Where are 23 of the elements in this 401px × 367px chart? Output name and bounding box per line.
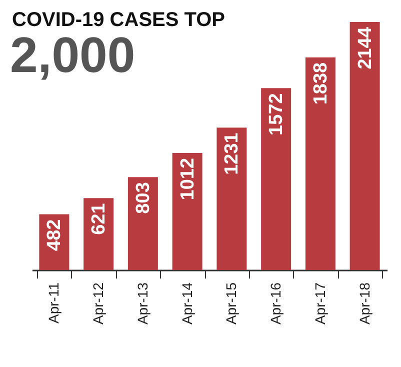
x-tick-label: Apr-15 xyxy=(223,282,240,325)
bar xyxy=(84,198,114,270)
data-label: 1012 xyxy=(177,158,198,200)
data-label: 1231 xyxy=(222,132,243,175)
data-label: 803 xyxy=(132,182,154,214)
x-tick-label: Apr-11 xyxy=(46,282,62,324)
bar xyxy=(350,22,380,270)
data-label: 1572 xyxy=(266,93,288,136)
x-tick-label: Apr-17 xyxy=(312,282,328,325)
data-label: 2144 xyxy=(354,26,376,70)
x-tick-label: Apr-18 xyxy=(356,282,372,325)
x-tick-label: Apr-12 xyxy=(90,282,106,325)
bar xyxy=(305,57,336,270)
data-label: 482 xyxy=(44,219,66,251)
bar xyxy=(128,177,158,270)
x-tick-label: Apr-13 xyxy=(134,282,150,325)
data-label: 621 xyxy=(88,202,110,235)
bar xyxy=(172,152,202,270)
x-tick-label: Apr-16 xyxy=(268,282,284,325)
x-tick-label: Apr-14 xyxy=(178,282,195,325)
bar xyxy=(261,88,292,270)
bar xyxy=(216,128,247,270)
data-label: 1838 xyxy=(310,62,332,105)
